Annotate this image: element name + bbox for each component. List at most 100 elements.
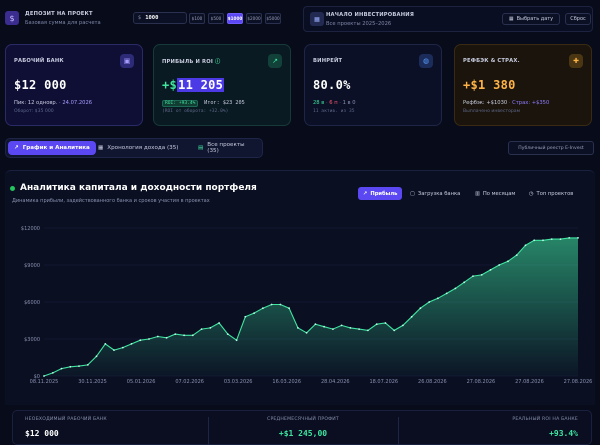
preset-100-button[interactable]: $100 bbox=[189, 13, 205, 24]
data-point bbox=[104, 343, 107, 345]
data-point bbox=[314, 323, 317, 326]
roi-badge: ROI: +93.4% bbox=[162, 100, 199, 107]
top-bar: $ ДЕПОЗИТ НА ПРОЕКТ Базовая сумма для ра… bbox=[0, 6, 600, 32]
tab-all-projects[interactable]: ▤ Все проекты (35) bbox=[192, 141, 262, 155]
view-tabs: ↗ График и Аналитика ▦ Хронология дохода… bbox=[5, 138, 263, 158]
x-tick-label: 08.11.2025 bbox=[30, 379, 59, 383]
preset-1000-button[interactable]: $1000 bbox=[227, 13, 243, 24]
data-point bbox=[332, 328, 334, 330]
summary-footer: НЕОБХОДИМЫЙ РАБОЧИЙ БАНК $12 000 СРЕДНЕМ… bbox=[12, 410, 592, 445]
reset-button[interactable]: Сброс bbox=[565, 13, 591, 25]
losses: 6 п bbox=[329, 100, 338, 106]
wallet-icon: ▣ bbox=[120, 54, 134, 68]
card-profit-roi: ПРИБЫЛЬ И ROI ⓘ ↗ +$11 205 ROI: +93.4% И… bbox=[153, 44, 291, 126]
data-point bbox=[288, 307, 290, 310]
data-point bbox=[218, 322, 221, 324]
data-point bbox=[323, 325, 325, 328]
x-tick-label: 16.03.2026 bbox=[272, 379, 301, 383]
footer-label: НЕОБХОДИМЫЙ РАБОЧИЙ БАНК bbox=[25, 417, 107, 422]
box-icon: ▢ bbox=[410, 190, 415, 197]
globe-icon: ◍ bbox=[419, 54, 433, 68]
data-point bbox=[419, 307, 422, 310]
data-point bbox=[577, 237, 579, 239]
data-point bbox=[454, 287, 457, 290]
data-point bbox=[410, 315, 413, 318]
data-point bbox=[305, 331, 308, 334]
footer-label: РЕАЛЬНЫЙ ROI НА БАНКЕ bbox=[512, 417, 578, 422]
footer-value: +$1 245,00 bbox=[278, 429, 328, 438]
data-point bbox=[507, 260, 509, 263]
pick-date-button[interactable]: ▦ Выбрать дату bbox=[502, 13, 560, 25]
data-point bbox=[130, 343, 133, 345]
data-point bbox=[226, 333, 229, 335]
card-value: +$1 380 bbox=[463, 78, 516, 92]
data-point bbox=[262, 307, 264, 310]
calendar-small-icon: ▦ bbox=[508, 16, 514, 22]
footer-value: $12 000 bbox=[25, 429, 59, 438]
card-value: $12 000 bbox=[14, 78, 67, 92]
public-registry-button[interactable]: Публичный реестр E-Invest bbox=[508, 141, 594, 155]
data-point bbox=[200, 328, 203, 330]
y-tick-label: $0 bbox=[34, 374, 40, 380]
chart-tab-profit[interactable]: ↗ Прибыль bbox=[358, 187, 403, 200]
info-icon: ⓘ bbox=[214, 59, 221, 65]
data-point bbox=[437, 297, 439, 300]
preset-2000-button[interactable]: $2000 bbox=[246, 13, 262, 24]
chart-tab-bank-load[interactable]: ▢ Загрузка банка bbox=[405, 187, 465, 200]
footer-monthly: СРЕДНЕМЕСЯЧНЫЙ ПРОФИТ +$1 245,00 bbox=[208, 417, 398, 438]
footer-label: СРЕДНЕМЕСЯЧНЫЙ ПРОФИТ bbox=[267, 417, 339, 422]
chart-tab-top-projects[interactable]: ◷ Топ проектов bbox=[524, 187, 578, 200]
data-point bbox=[78, 365, 80, 367]
deposit-value: 1000 bbox=[145, 15, 159, 21]
tab-label: Хронология дохода (35) bbox=[107, 145, 179, 151]
data-point bbox=[402, 324, 404, 327]
tab-charts[interactable]: ↗ График и Аналитика bbox=[8, 141, 96, 155]
paid-note: Выплачено инвесторам bbox=[463, 109, 521, 114]
data-point bbox=[165, 336, 168, 339]
card-winrate: ВИНРЕЙТ ◍ 80.0% 28 в · 6 п · 1 в 0 11 ак… bbox=[304, 44, 442, 126]
data-point bbox=[358, 328, 360, 330]
profit-line bbox=[43, 237, 578, 377]
x-tick-label: 27.08.2026 bbox=[467, 379, 496, 383]
x-tick-label: 28.04.2026 bbox=[321, 379, 350, 383]
preset-500-button[interactable]: $500 bbox=[208, 13, 224, 24]
start-date-section: ▦ НАЧАЛО ИНВЕСТИРОВАНИЯ Все проекты 2025… bbox=[303, 6, 593, 32]
start-subtitle: Все проекты 2025–2026 bbox=[326, 21, 392, 27]
data-point bbox=[498, 264, 501, 266]
profit-chart: $12000 $9000 $6000 $3000 $008.11.2025 30.11.2… bbox=[21, 226, 592, 383]
card-title-text: ПРИБЫЛЬ И ROI bbox=[162, 59, 213, 65]
peak-date: · 24.07.2026 bbox=[59, 100, 93, 106]
bars-icon: ▥ bbox=[475, 190, 480, 197]
y-tick-label: $9000 bbox=[24, 263, 40, 269]
deposit-input[interactable]: $ 1000 bbox=[133, 12, 187, 24]
data-point bbox=[489, 269, 492, 271]
turnover: Оборот: $35 000 bbox=[14, 109, 54, 114]
data-point bbox=[183, 334, 186, 337]
data-point bbox=[472, 275, 474, 277]
grid-icon: ▤ bbox=[198, 145, 204, 151]
data-point bbox=[533, 239, 536, 242]
start-title: НАЧАЛО ИНВЕСТИРОВАНИЯ bbox=[326, 12, 415, 18]
y-tick-label: $12000 bbox=[21, 226, 40, 232]
chart-tab-monthly[interactable]: ▥ По месяцам bbox=[470, 187, 520, 200]
win-loss-line: 28 в · 6 п · 1 в 0 bbox=[313, 100, 356, 106]
data-point bbox=[43, 375, 45, 377]
data-point bbox=[375, 323, 378, 326]
preset-5000-button[interactable]: $5000 bbox=[265, 13, 281, 24]
card-title: РЕФБЭК & СТРАХ. bbox=[463, 58, 520, 64]
gift-icon: ✚ bbox=[569, 54, 583, 68]
calendar-icon: ▦ bbox=[310, 12, 324, 26]
card-title: ПРИБЫЛЬ И ROI ⓘ bbox=[162, 58, 220, 65]
data-point bbox=[148, 338, 150, 340]
x-tick-label: 07.02.2026 bbox=[175, 379, 204, 383]
deposit-title: ДЕПОЗИТ НА ПРОЕКТ bbox=[25, 11, 93, 17]
tab-income-timeline[interactable]: ▦ Хронология дохода (35) bbox=[92, 141, 184, 155]
tab-label: Все проекты (35) bbox=[207, 142, 245, 154]
card-value: 80.0% bbox=[313, 78, 351, 92]
data-point bbox=[95, 355, 98, 358]
data-point bbox=[235, 339, 238, 342]
data-point bbox=[156, 335, 159, 338]
refback-line: Рефбэк: +$1030 · Страх: +$350 bbox=[463, 100, 550, 106]
data-point bbox=[191, 334, 194, 337]
data-point bbox=[86, 364, 89, 366]
